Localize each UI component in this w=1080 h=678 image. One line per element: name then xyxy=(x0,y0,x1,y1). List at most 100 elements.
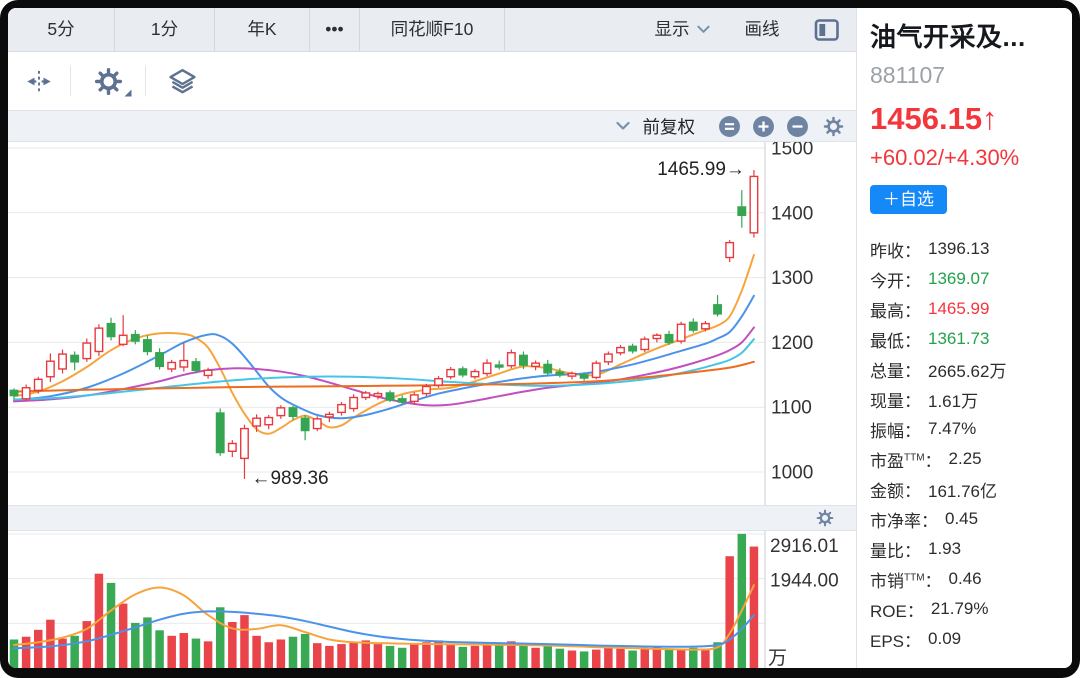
chart-width-adjust-button[interactable] xyxy=(8,68,70,95)
grid-lines xyxy=(8,147,765,473)
last-price: 1456.15↑ xyxy=(870,101,998,136)
indicator-layers-button[interactable] xyxy=(146,67,218,96)
divider xyxy=(70,66,71,96)
main-chart-header: 前复权 xyxy=(8,110,856,142)
volume-axis-label: 2916.01 xyxy=(770,536,839,557)
stat-row: 最低： 1361.73 xyxy=(870,324,1072,354)
price-adjust-dropdown[interactable]: 前复权 xyxy=(642,116,696,137)
stat-value: 1369.07 xyxy=(928,269,990,288)
stat-row: 最高： 1465.99 xyxy=(870,294,1072,324)
tab-f10[interactable]: 同花顺F10 xyxy=(360,8,505,51)
divider xyxy=(145,66,146,96)
ma-fast xyxy=(13,253,755,435)
panel-layout-button[interactable] xyxy=(798,8,856,51)
caret-icon xyxy=(124,89,132,97)
stat-label: 市盈TTM： xyxy=(870,451,942,471)
stat-value: 161.76亿 xyxy=(928,481,997,501)
vol-ma-mid xyxy=(13,610,755,650)
volume-axis-label: 1944.00 xyxy=(770,571,839,592)
stat-value: 21.79% xyxy=(930,599,989,618)
tab-1min[interactable]: 1分 xyxy=(115,8,215,51)
tab-5min[interactable]: 5分 xyxy=(8,8,115,51)
ma-long xyxy=(13,360,755,393)
low-annotation: ←989.36 xyxy=(251,468,328,489)
stat-value: 1.61万 xyxy=(928,391,979,411)
candlestick-chart[interactable]: 1500 1400 1300 1200 1100 1000 1465.99→ ←989.36 xyxy=(8,142,856,505)
vol-ma-fast xyxy=(13,584,755,651)
panel-layout-icon xyxy=(814,18,839,41)
volume-pane-header xyxy=(8,505,856,531)
candles xyxy=(9,170,759,479)
zoom-out-button[interactable] xyxy=(786,115,809,138)
stat-value: 0.45 xyxy=(945,509,979,528)
stat-value: 1396.13 xyxy=(928,239,990,258)
y-axis-label: 1000 xyxy=(771,463,813,484)
candle-style-button[interactable] xyxy=(718,115,741,138)
stat-value: 0.46 xyxy=(948,569,982,588)
volume-chart[interactable]: 2916.01 1944.00 万 xyxy=(8,531,856,668)
stat-row: 现量： 1.61万 xyxy=(870,384,1072,414)
stat-label: 金额： xyxy=(870,481,921,501)
stat-label: 量比： xyxy=(870,541,921,561)
volume-ma-lines xyxy=(13,584,755,651)
stat-row: 市盈TTM： 2.25 xyxy=(870,444,1072,474)
high-annotation: 1465.99→ xyxy=(657,159,745,180)
y-axis-label: 1100 xyxy=(771,398,812,419)
stat-value: 2.25 xyxy=(948,449,982,468)
gear-icon xyxy=(94,67,122,95)
stat-label: 市净率： xyxy=(870,511,938,531)
tab-year-k[interactable]: 年K xyxy=(215,8,310,51)
stat-row: 振幅： 7.47% xyxy=(870,414,1072,444)
stat-value: 1361.73 xyxy=(928,329,990,348)
security-code: 881107 xyxy=(870,62,946,88)
chevron-down-icon xyxy=(615,121,630,130)
y-axis-label: 1200 xyxy=(771,333,813,354)
layers-icon xyxy=(168,68,196,93)
stat-value: 7.47% xyxy=(928,419,977,438)
main-chart-settings-gear-icon[interactable] xyxy=(823,116,844,137)
add-watchlist-button[interactable]: ＋自选 xyxy=(870,185,947,214)
stat-row: 昨收： 1396.13 xyxy=(870,234,1072,264)
stat-row: ROE： 21.79% xyxy=(870,594,1072,624)
stat-value: 2665.62万 xyxy=(928,361,1007,381)
stat-label: 总量： xyxy=(870,361,921,381)
security-name: 油气开采及... xyxy=(870,22,1026,52)
display-menu-button[interactable]: 显示 xyxy=(638,8,726,51)
stat-row: 市净率： 0.45 xyxy=(870,504,1072,534)
price-change: +60.02/+4.30% xyxy=(870,145,1020,170)
stat-row: EPS： 0.09 xyxy=(870,624,1072,654)
display-menu-label: 显示 xyxy=(654,19,690,39)
resize-handles-icon xyxy=(26,69,52,93)
stat-row: 金额： 161.76亿 xyxy=(870,474,1072,504)
more-periods-button[interactable]: ••• xyxy=(310,8,360,51)
stat-value: 0.09 xyxy=(928,629,962,648)
zoom-in-button[interactable] xyxy=(752,115,775,138)
stat-value: 1.93 xyxy=(928,539,962,558)
volume-bars xyxy=(9,533,759,668)
stat-label: EPS： xyxy=(870,631,922,651)
ma-mid xyxy=(13,294,755,420)
stat-row: 今开： 1369.07 xyxy=(870,264,1072,294)
stat-label: 现量： xyxy=(870,391,921,411)
toolbar-spacer xyxy=(505,8,638,51)
stat-label: 市销TTM： xyxy=(870,571,942,591)
volume-settings-gear-icon[interactable] xyxy=(816,509,834,527)
chevron-down-icon xyxy=(696,25,710,33)
ma-slow xyxy=(13,326,755,407)
chart-settings-button[interactable] xyxy=(71,67,145,97)
draw-line-button[interactable]: 画线 xyxy=(744,19,780,39)
ma-slower xyxy=(13,338,755,401)
stat-label: ROE： xyxy=(870,601,924,621)
stat-value: 1465.99 xyxy=(928,299,990,318)
stat-row: 量比： 1.93 xyxy=(870,534,1072,564)
stat-label: 昨收： xyxy=(870,241,921,261)
app-content: 5分 1分 年K ••• 同花顺F10 显示 画线 xyxy=(8,8,1072,668)
top-toolbar: 5分 1分 年K ••• 同花顺F10 显示 画线 xyxy=(8,8,856,52)
stat-label: 最高： xyxy=(870,301,921,321)
stat-label: 最低： xyxy=(870,331,921,351)
stat-label: 今开： xyxy=(870,271,921,291)
y-axis-label: 1300 xyxy=(771,268,813,289)
y-axis-label: 1500 xyxy=(771,142,813,160)
volume-unit-label: 万 xyxy=(768,648,787,668)
